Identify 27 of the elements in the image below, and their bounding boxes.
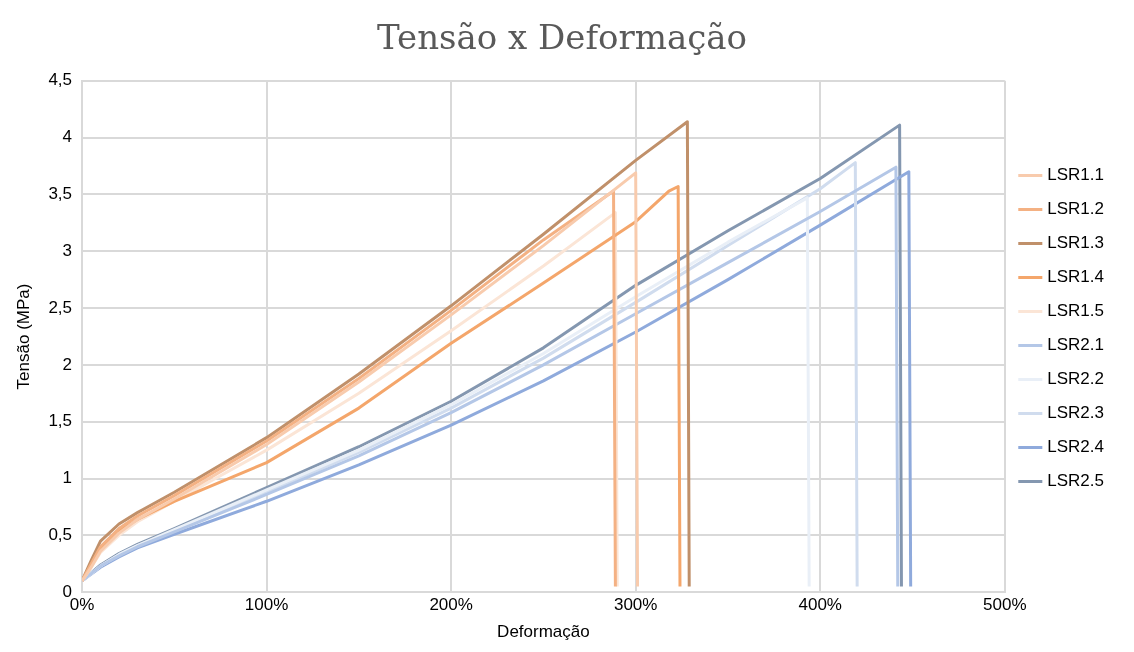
legend-label: LSR2.1 (1047, 335, 1104, 355)
y-tick-label: 4 (62, 127, 73, 147)
x-tick-label: 100% (244, 595, 289, 615)
x-tick-label: 300% (613, 595, 658, 615)
y-axis-title: Tensão (MPa) (13, 283, 33, 390)
legend-label: LSR1.3 (1047, 233, 1104, 253)
legend-label: LSR2.2 (1047, 369, 1104, 389)
legend-label: LSR1.4 (1047, 267, 1104, 287)
x-tick-label: 400% (798, 595, 842, 615)
legend-label: LSR1.1 (1047, 165, 1104, 185)
y-tick-label: 2 (62, 354, 73, 374)
legend-label: LSR2.4 (1047, 437, 1104, 457)
legend-label: LSR1.2 (1047, 199, 1104, 219)
x-tick-label: 500% (983, 595, 1027, 615)
y-tick-label: 0,5 (48, 525, 73, 545)
legend-label: LSR2.3 (1047, 403, 1104, 423)
x-axis-title: Deformação (497, 622, 590, 642)
legend-label: LSR2.5 (1047, 471, 1104, 491)
y-tick-label: 3 (62, 240, 73, 260)
y-tick-label: 3,5 (48, 184, 73, 204)
y-tick-label: 2,5 (48, 297, 73, 317)
x-tick-label: 200% (429, 595, 473, 615)
y-tick-label: 4,5 (48, 70, 73, 90)
chart-title: Tensão x Deformação (376, 17, 748, 58)
y-tick-label: 1,5 (48, 411, 73, 431)
legend-label: LSR1.5 (1047, 301, 1104, 321)
y-tick-label: 1 (62, 468, 73, 488)
